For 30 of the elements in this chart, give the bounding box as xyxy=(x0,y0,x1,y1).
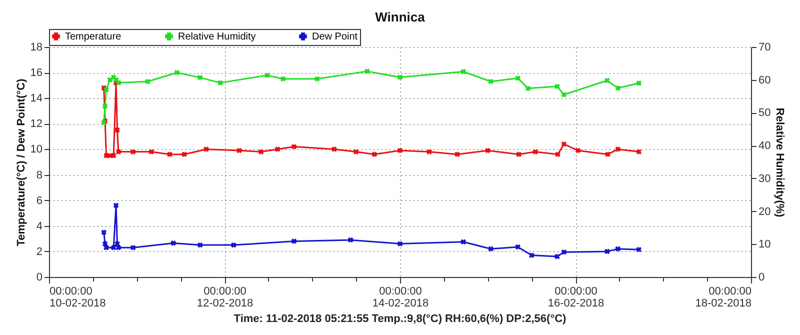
y-tick-label: 12 xyxy=(30,118,42,130)
x-tick-label: 00:00:00 10-02-2018 xyxy=(50,286,106,310)
y-axis-title: Temperature(°C) / Dew Point(°C) xyxy=(15,78,28,246)
y2-tick-label: 10 xyxy=(758,238,771,251)
y-tick-label: 18 xyxy=(30,42,42,54)
legend-label: Dew Point xyxy=(312,31,358,42)
y2-axis-title: Relative Humidity(%) xyxy=(774,108,786,218)
x-tick-label: 00:00:00 18-02-2018 xyxy=(695,286,752,310)
y2-tick-label: 30 xyxy=(758,172,771,185)
y2-tick-label: 40 xyxy=(758,140,771,152)
y-tick-label: 0 xyxy=(36,272,42,284)
y2-tick-label: 70 xyxy=(758,42,771,54)
x-tick-label: 00:00:00 14-02-2018 xyxy=(372,286,429,310)
y2-tick-label: 0 xyxy=(758,272,765,284)
y-tick-label: 14 xyxy=(30,92,42,105)
chart-title: Winnica xyxy=(375,10,426,24)
y-tick-label: 16 xyxy=(30,67,42,80)
y-tick-label: 6 xyxy=(36,194,42,207)
y-tick-label: 2 xyxy=(36,246,42,258)
y-tick-label: 10 xyxy=(30,144,42,156)
text: Time: 11-02-2018 05:21:55 Temp.:9,8(°C) RH:60,6(%) DP:2,56(°C) xyxy=(232,313,568,325)
x-tick-label: 00:00:00 16-02-2018 xyxy=(548,286,604,310)
y-tick-label: 8 xyxy=(36,169,42,182)
y2-tick-label: 60 xyxy=(758,74,771,86)
y2-tick-label: 50 xyxy=(758,107,771,120)
x-tick-label: 00:00:00 12-02-2018 xyxy=(196,286,254,310)
legend-label: Temperature xyxy=(65,31,122,42)
y-tick-label: 4 xyxy=(36,220,42,232)
y2-tick-label: 20 xyxy=(758,206,771,218)
legend-label: Relative Humidity xyxy=(178,31,256,42)
